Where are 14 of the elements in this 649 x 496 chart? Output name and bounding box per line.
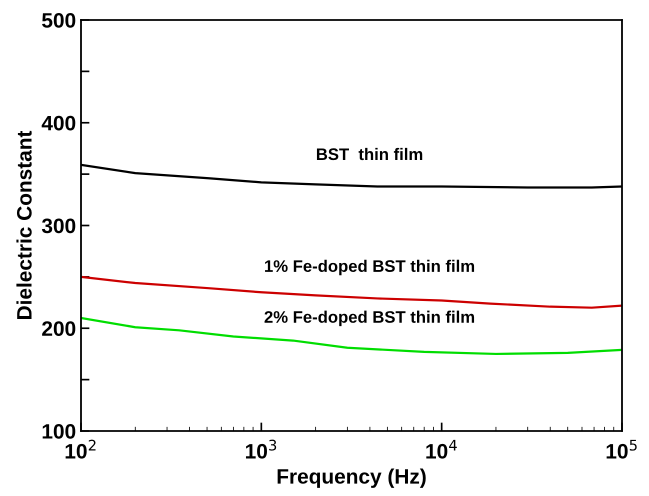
y-tick-label: 500 — [42, 13, 76, 28]
series-label: BST thin film — [316, 148, 422, 160]
series-label: 2% Fe-doped BST thin film — [264, 310, 474, 326]
x-tick-label: 10$^{4}$ — [426, 440, 457, 459]
x-tick-label: 10$^{3}$ — [246, 440, 276, 459]
x-tick-label: 10$^{5}$ — [606, 440, 637, 459]
x-tick-label: 10$^{2}$ — [66, 440, 96, 459]
y-axis-title: Dielectric Constant — [16, 130, 32, 320]
y-tick-label: 400 — [42, 116, 76, 131]
y-tick-label: 200 — [42, 321, 76, 336]
series-label: 1% Fe-doped BST thin film — [265, 260, 474, 276]
x-axis-title: Frequency (Hz) — [278, 468, 426, 488]
y-tick-label: 300 — [42, 218, 76, 234]
y-tick-label: 100 — [42, 424, 76, 439]
